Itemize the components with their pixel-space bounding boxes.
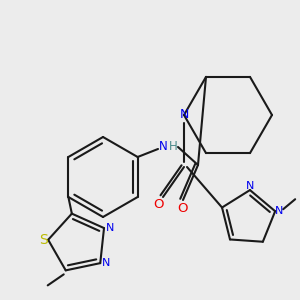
Text: N: N — [159, 140, 167, 154]
Text: N: N — [246, 181, 254, 191]
Text: O: O — [178, 202, 188, 214]
Text: S: S — [39, 233, 47, 247]
Text: N: N — [275, 206, 284, 216]
Text: N: N — [179, 109, 189, 122]
Text: H: H — [169, 140, 177, 154]
Text: N: N — [102, 258, 110, 268]
Text: N: N — [106, 223, 114, 233]
Text: O: O — [153, 197, 163, 211]
